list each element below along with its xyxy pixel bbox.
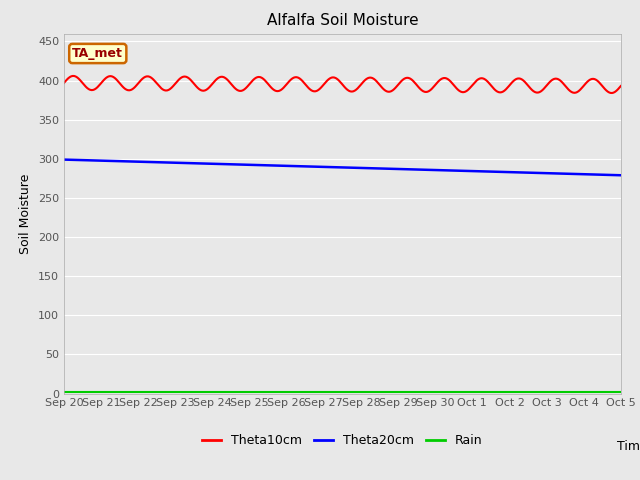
Title: Alfalfa Soil Moisture: Alfalfa Soil Moisture [267,13,418,28]
Y-axis label: Soil Moisture: Soil Moisture [19,173,33,254]
Text: TA_met: TA_met [72,47,124,60]
Legend: Theta10cm, Theta20cm, Rain: Theta10cm, Theta20cm, Rain [197,429,488,452]
X-axis label: Time: Time [616,441,640,454]
